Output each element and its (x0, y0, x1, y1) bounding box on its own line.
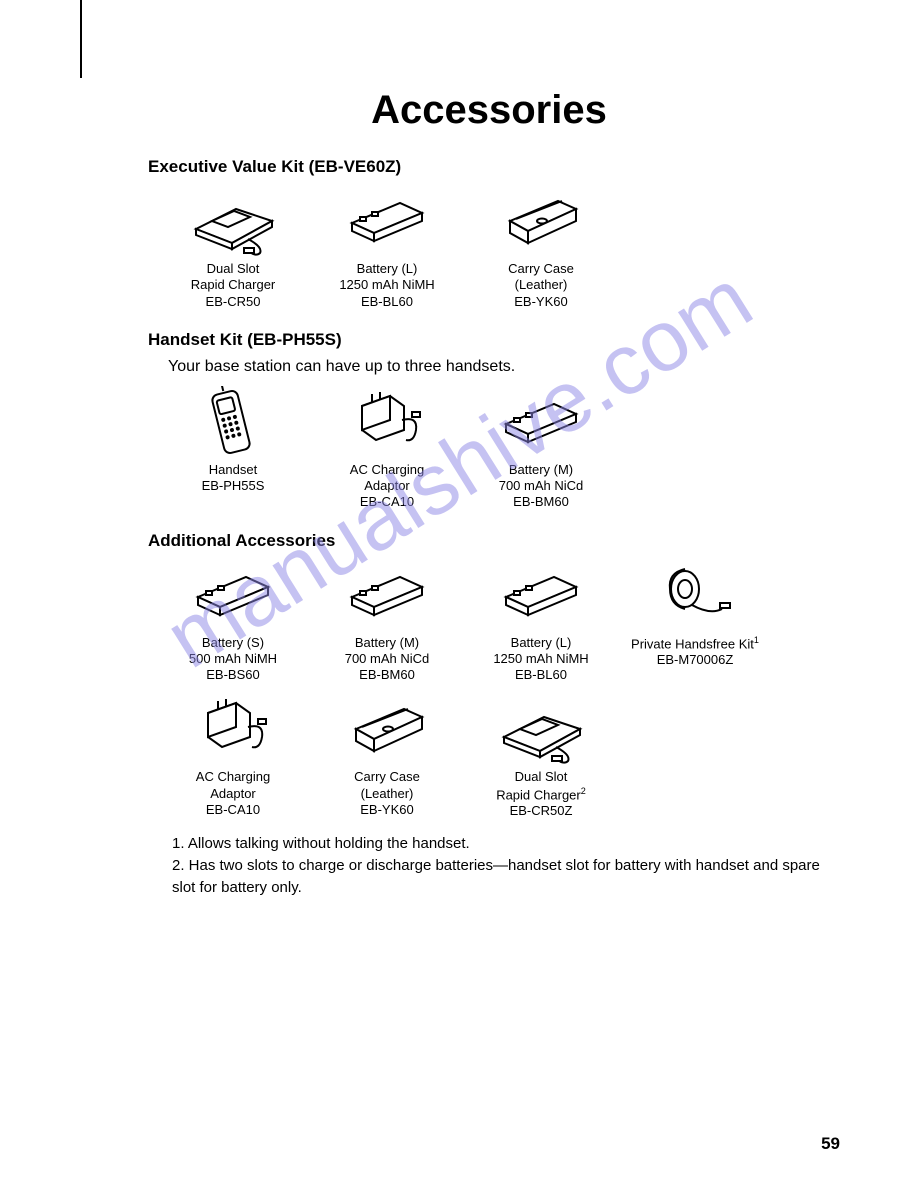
accessory-item: Carry Case (Leather) EB-YK60 (476, 185, 606, 310)
earpiece-icon (640, 559, 750, 631)
accessory-item: Battery (L) 1250 mAh NiMH EB-BL60 (322, 185, 452, 310)
battery-icon (486, 386, 596, 458)
page-content: manualshive.com Accessories Executive Va… (0, 0, 918, 939)
accessory-item: Carry Case (Leather) EB-YK60 (322, 693, 452, 819)
accessory-caption: Battery (L) 1250 mAh NiMH EB-BL60 (493, 635, 588, 684)
executive-row: Dual Slot Rapid Charger EB-CR50 Battery (… (168, 185, 838, 310)
battery-icon (178, 559, 288, 631)
accessory-item: AC Charging Adaptor EB-CA10 (168, 693, 298, 819)
footnote-2: 2. Has two slots to charge or discharge … (172, 855, 838, 899)
battery-icon (332, 185, 442, 257)
accessory-caption: Battery (S) 500 mAh NiMH EB-BS60 (189, 635, 277, 684)
accessory-caption: Carry Case (Leather) EB-YK60 (508, 261, 574, 310)
accessory-caption: Handset EB-PH55S (202, 462, 265, 495)
accessory-caption: Dual Slot Rapid Charger2 EB-CR50Z (496, 769, 586, 819)
accessory-item: Battery (M) 700 mAh NiCd EB-BM60 (322, 559, 452, 684)
accessory-item: Battery (L) 1250 mAh NiMH EB-BL60 (476, 559, 606, 684)
accessory-caption: Carry Case (Leather) EB-YK60 (354, 769, 420, 818)
battery-icon (486, 559, 596, 631)
accessory-caption: Battery (L) 1250 mAh NiMH EB-BL60 (339, 261, 434, 310)
charger-cradle-icon (178, 185, 288, 257)
ac-adaptor-icon (332, 386, 442, 458)
accessory-caption: Battery (M) 700 mAh NiCd EB-BM60 (499, 462, 584, 511)
accessory-caption: AC Charging Adaptor EB-CA10 (350, 462, 424, 511)
accessory-caption: Dual Slot Rapid Charger EB-CR50 (191, 261, 276, 310)
section-heading-additional: Additional Accessories (148, 531, 838, 551)
charger-cradle-icon (486, 693, 596, 765)
accessory-caption: AC Charging Adaptor EB-CA10 (196, 769, 270, 818)
battery-icon (332, 559, 442, 631)
page-number: 59 (821, 1134, 840, 1154)
accessory-item: Private Handsfree Kit1 EB-M70006Z (630, 559, 760, 684)
accessory-caption: Battery (M) 700 mAh NiCd EB-BM60 (345, 635, 430, 684)
accessory-item: Battery (M) 700 mAh NiCd EB-BM60 (476, 386, 606, 511)
additional-row-1: Battery (S) 500 mAh NiMH EB-BS60 Battery … (168, 559, 838, 684)
footnote-1: 1. Allows talking without holding the ha… (172, 833, 838, 855)
case-icon (332, 693, 442, 765)
accessory-item: Dual Slot Rapid Charger EB-CR50 (168, 185, 298, 310)
case-icon (486, 185, 596, 257)
ac-adaptor-icon (178, 693, 288, 765)
section-heading-handset: Handset Kit (EB-PH55S) (148, 330, 838, 350)
accessory-item: Dual Slot Rapid Charger2 EB-CR50Z (476, 693, 606, 819)
footnotes: 1. Allows talking without holding the ha… (172, 833, 838, 898)
handset-row: Handset EB-PH55S AC Charging Adaptor EB-C… (168, 386, 838, 511)
accessory-item: AC Charging Adaptor EB-CA10 (322, 386, 452, 511)
handset-icon (178, 386, 288, 458)
section-heading-executive: Executive Value Kit (EB-VE60Z) (148, 157, 838, 177)
accessory-item: Battery (S) 500 mAh NiMH EB-BS60 (168, 559, 298, 684)
accessory-item: Handset EB-PH55S (168, 386, 298, 511)
page-title: Accessories (140, 88, 838, 133)
additional-row-2: AC Charging Adaptor EB-CA10 Carry Case (L… (168, 693, 838, 819)
handset-subtitle: Your base station can have up to three h… (168, 358, 838, 376)
accessory-caption: Private Handsfree Kit1 EB-M70006Z (631, 635, 759, 669)
